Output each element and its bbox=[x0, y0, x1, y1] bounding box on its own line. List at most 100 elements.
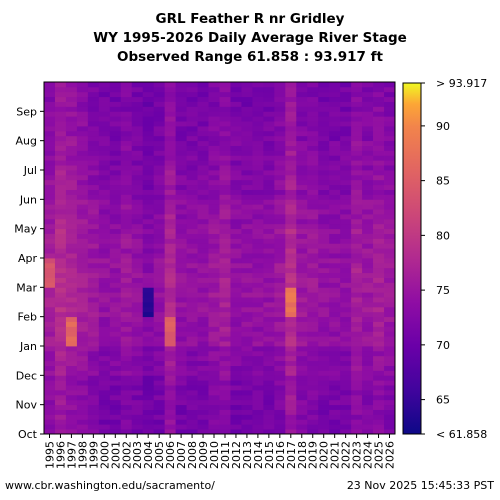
heatmap-cell bbox=[384, 106, 396, 112]
heatmap-cell bbox=[241, 130, 253, 137]
heatmap-cell bbox=[76, 306, 89, 313]
heatmap-cell bbox=[186, 116, 198, 122]
heatmap-cell bbox=[197, 394, 209, 401]
heatmap-cell bbox=[362, 311, 374, 318]
heatmap-cell bbox=[252, 277, 264, 283]
heatmap-cell bbox=[329, 228, 341, 234]
heatmap-cell bbox=[219, 297, 231, 303]
heatmap-cell bbox=[373, 121, 385, 127]
heatmap-cell bbox=[164, 272, 177, 278]
heatmap-cell bbox=[186, 404, 198, 410]
heatmap-cell bbox=[109, 243, 122, 249]
heatmap-cell bbox=[285, 140, 297, 146]
heatmap-cell bbox=[131, 262, 144, 269]
heatmap-cell bbox=[263, 258, 275, 264]
heatmap-cell bbox=[44, 346, 56, 352]
heatmap-cell bbox=[384, 184, 396, 190]
heatmap-cell bbox=[142, 306, 155, 313]
heatmap-cell bbox=[153, 424, 166, 430]
heatmap-cell bbox=[329, 86, 341, 93]
heatmap-cell bbox=[307, 140, 319, 146]
heatmap-cell bbox=[307, 419, 319, 425]
heatmap-cell bbox=[153, 404, 166, 410]
heatmap-cell bbox=[54, 258, 67, 264]
heatmap-cell bbox=[120, 160, 133, 166]
heatmap-cell bbox=[76, 96, 89, 102]
heatmap-cell bbox=[230, 189, 242, 195]
heatmap-cell bbox=[274, 409, 286, 415]
heatmap-cell bbox=[340, 130, 352, 137]
heatmap-cell bbox=[274, 385, 286, 391]
heatmap-cell bbox=[329, 282, 341, 288]
heatmap-cell bbox=[186, 86, 198, 93]
heatmap-cell bbox=[296, 145, 308, 151]
heatmap-cell bbox=[241, 253, 253, 259]
heatmap-cell bbox=[175, 116, 187, 122]
heatmap-cell bbox=[54, 189, 67, 195]
heatmap-cell bbox=[384, 390, 396, 396]
heatmap-cell bbox=[208, 282, 220, 288]
heatmap-cell bbox=[44, 302, 56, 308]
heatmap-cell bbox=[329, 116, 341, 122]
heatmap-cell bbox=[142, 292, 155, 298]
heatmap-cell bbox=[263, 336, 275, 342]
heatmap-cell bbox=[65, 243, 78, 249]
heatmap-cell bbox=[252, 194, 264, 200]
heatmap-cell bbox=[98, 238, 111, 244]
heatmap-cell bbox=[87, 243, 100, 249]
heatmap-cell bbox=[153, 204, 166, 210]
heatmap-cell bbox=[241, 267, 253, 274]
heatmap-cell bbox=[175, 429, 187, 435]
heatmap-cell bbox=[318, 399, 330, 406]
heatmap-cell bbox=[153, 233, 166, 239]
heatmap-cell bbox=[164, 209, 177, 215]
heatmap-cell bbox=[230, 135, 242, 142]
heatmap-cell bbox=[44, 390, 56, 396]
heatmap-cell bbox=[153, 399, 166, 406]
heatmap-cell bbox=[208, 126, 220, 132]
heatmap-cell bbox=[54, 209, 67, 215]
heatmap-cell bbox=[109, 209, 122, 215]
heatmap-cell bbox=[197, 233, 209, 239]
heatmap-cell bbox=[362, 375, 374, 381]
colorbar-tick-label: 85 bbox=[436, 175, 450, 188]
heatmap-cell bbox=[164, 179, 177, 186]
heatmap-cell bbox=[241, 160, 253, 166]
heatmap-cell bbox=[340, 233, 352, 239]
heatmap-cell bbox=[296, 150, 308, 156]
heatmap-cell bbox=[252, 145, 264, 151]
heatmap-cell bbox=[307, 218, 319, 225]
heatmap-cell bbox=[208, 321, 220, 327]
heatmap-cell bbox=[76, 106, 89, 112]
heatmap-cell bbox=[76, 243, 89, 249]
heatmap-cell bbox=[142, 331, 155, 337]
heatmap-cell bbox=[219, 394, 231, 401]
heatmap-cell bbox=[340, 341, 352, 347]
heatmap-cell bbox=[175, 91, 187, 98]
heatmap-cell bbox=[351, 429, 363, 435]
heatmap-cell bbox=[98, 199, 111, 205]
heatmap-cell bbox=[351, 287, 363, 293]
heatmap-cell bbox=[384, 262, 396, 269]
heatmap-cell bbox=[219, 111, 231, 117]
heatmap-cell bbox=[252, 209, 264, 215]
heatmap-cell bbox=[186, 194, 198, 200]
heatmap-cell bbox=[87, 160, 100, 166]
heatmap-cell bbox=[285, 331, 297, 337]
colorbar-end-label: < 61.858 bbox=[436, 428, 487, 441]
heatmap-cell bbox=[362, 380, 374, 386]
heatmap-cell bbox=[76, 316, 89, 322]
heatmap-cell bbox=[98, 233, 111, 239]
heatmap-cell bbox=[54, 419, 67, 425]
heatmap-cell bbox=[230, 253, 242, 259]
heatmap-cell bbox=[351, 360, 363, 366]
heatmap-cell bbox=[120, 106, 133, 112]
heatmap-cell bbox=[285, 135, 297, 142]
heatmap-cell bbox=[263, 233, 275, 239]
heatmap-cell bbox=[142, 145, 155, 151]
heatmap-cell bbox=[373, 218, 385, 225]
heatmap-cell bbox=[373, 360, 385, 366]
heatmap-cell bbox=[373, 287, 385, 293]
heatmap-cell bbox=[318, 277, 330, 283]
heatmap-cell bbox=[252, 424, 264, 430]
